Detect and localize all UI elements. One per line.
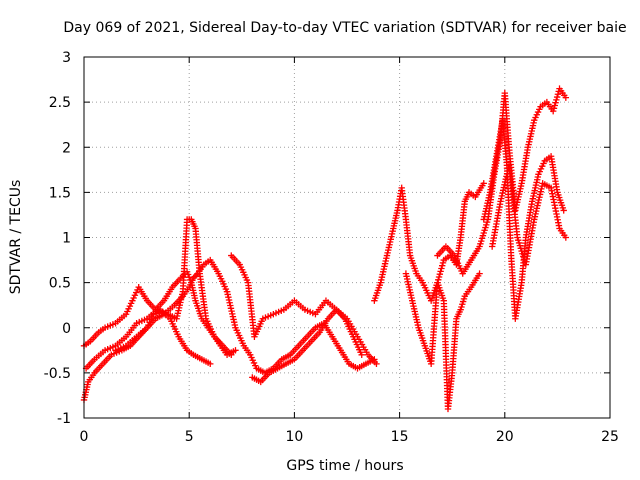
y-tick-label: -1 — [57, 411, 71, 427]
series-trace-k — [480, 116, 567, 322]
x-tick-label: 10 — [285, 429, 303, 445]
data-point — [554, 91, 562, 98]
y-tick-label: 2.5 — [49, 95, 71, 111]
data-point — [155, 309, 163, 316]
y-tick-labels: -1 -0.5 0 0.5 1 1.5 2 2.5 3 — [44, 50, 71, 427]
x-axis-label: GPS time / hours — [286, 458, 403, 474]
series-trace-l — [488, 162, 570, 268]
data-point — [153, 310, 160, 317]
y-tick-label: 3 — [62, 50, 71, 66]
data-point — [439, 262, 446, 269]
x-tick-label: 0 — [80, 429, 89, 445]
series-trace-i — [402, 270, 483, 413]
data-point — [435, 273, 443, 281]
data-point — [358, 351, 365, 359]
series-trace-g — [249, 306, 365, 386]
data-point — [552, 99, 559, 106]
series-trace-j — [434, 85, 570, 277]
x-tick-labels: 0 5 10 15 20 25 — [80, 429, 619, 445]
series-trace-e — [223, 288, 378, 377]
data-point — [562, 234, 570, 241]
data-point — [150, 311, 157, 318]
data-point — [553, 96, 560, 104]
y-tick-label: 1.5 — [49, 185, 71, 201]
data-point — [550, 105, 558, 112]
y-tick-label: 0 — [62, 321, 71, 337]
x-tick-label: 25 — [601, 429, 619, 445]
data-point — [549, 107, 557, 115]
data-point — [439, 259, 447, 267]
x-tick-label: 15 — [391, 429, 409, 445]
data-point — [438, 265, 445, 272]
x-tick-label: 5 — [185, 429, 194, 445]
data-point — [437, 268, 444, 275]
series-trace-d — [112, 308, 214, 368]
data-point — [207, 360, 214, 368]
data-point — [551, 102, 558, 109]
data-point — [562, 94, 570, 101]
data-point — [373, 360, 380, 368]
data-point — [436, 270, 444, 278]
data-point — [480, 180, 487, 187]
y-tick-label: -0.5 — [44, 366, 71, 382]
chart-title: Day 069 of 2021, Sidereal Day-to-day VTE… — [63, 20, 626, 36]
axis-ticks — [83, 56, 611, 419]
y-axis-label: SDTVAR / TECUs — [8, 180, 24, 295]
y-tick-label: 2 — [62, 140, 71, 156]
series-trace-f — [228, 252, 380, 368]
data-points — [80, 85, 570, 413]
data-point — [476, 270, 483, 277]
data-point — [232, 347, 239, 354]
data-point — [560, 207, 567, 214]
data-point — [435, 276, 442, 284]
series-trace-c — [82, 216, 235, 372]
data-point — [228, 351, 235, 359]
y-tick-label: 0.5 — [49, 276, 71, 292]
data-point — [553, 93, 561, 101]
x-tick-label: 20 — [496, 429, 514, 445]
y-tick-label: 1 — [62, 231, 71, 247]
